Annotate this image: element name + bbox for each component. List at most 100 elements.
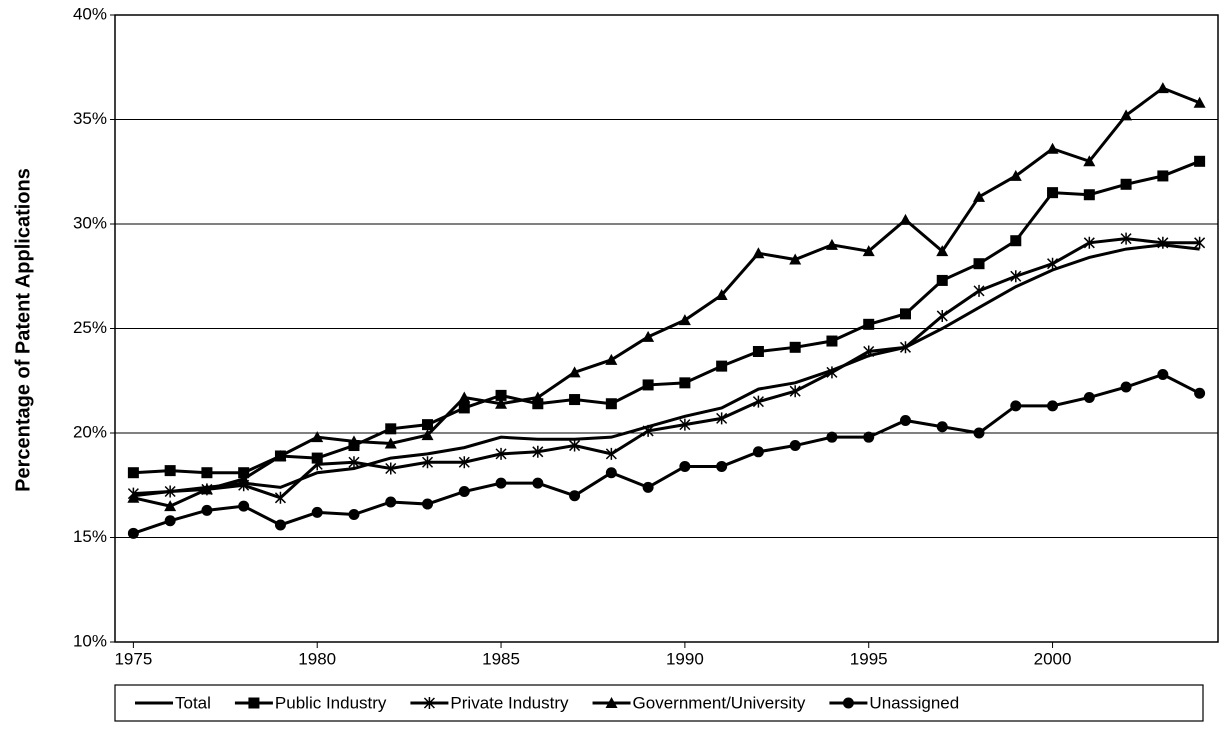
- marker: [679, 377, 691, 389]
- marker: [1120, 109, 1133, 121]
- marker: [826, 335, 838, 347]
- marker: [495, 397, 508, 409]
- y-tick-label: 15%: [73, 527, 107, 546]
- marker: [752, 446, 764, 458]
- y-tick-label: 10%: [73, 631, 107, 650]
- marker: [936, 274, 948, 286]
- marker: [716, 412, 728, 425]
- marker: [716, 460, 728, 472]
- marker: [568, 366, 581, 378]
- marker: [311, 458, 323, 471]
- x-tick-label: 1990: [666, 649, 704, 668]
- y-tick-label: 25%: [73, 318, 107, 337]
- legend-label: Government/University: [633, 693, 806, 712]
- marker: [679, 460, 691, 472]
- series-line: [133, 86, 1201, 508]
- marker: [238, 467, 250, 479]
- marker: [825, 238, 838, 250]
- marker: [605, 447, 617, 460]
- marker: [311, 431, 324, 443]
- legend-marker: [423, 697, 435, 709]
- marker: [1009, 169, 1022, 181]
- marker: [973, 258, 985, 270]
- marker: [826, 431, 838, 443]
- marker: [789, 341, 801, 353]
- marker: [1120, 381, 1132, 393]
- marker: [127, 491, 140, 503]
- marker: [458, 486, 470, 498]
- marker: [642, 481, 654, 493]
- marker: [348, 456, 360, 469]
- x-tick-label: 1975: [114, 649, 152, 668]
- marker: [532, 445, 544, 458]
- marker: [1083, 189, 1095, 201]
- marker: [237, 472, 250, 484]
- marker: [1047, 257, 1059, 270]
- marker: [1194, 236, 1206, 249]
- marker: [826, 366, 838, 379]
- marker: [752, 395, 764, 408]
- marker: [1047, 400, 1059, 412]
- marker: [716, 360, 728, 372]
- marker: [715, 289, 728, 301]
- marker: [936, 309, 948, 322]
- marker: [532, 398, 544, 410]
- marker: [752, 247, 765, 259]
- legend-label: Private Industry: [450, 693, 569, 712]
- marker: [127, 527, 139, 539]
- marker: [605, 467, 617, 479]
- marker: [679, 418, 691, 431]
- legend-label: Public Industry: [275, 693, 387, 712]
- marker: [1083, 391, 1095, 403]
- marker: [605, 398, 617, 410]
- marker: [899, 414, 911, 426]
- marker: [274, 519, 286, 531]
- marker: [973, 190, 986, 202]
- marker: [127, 467, 139, 479]
- marker: [385, 462, 397, 475]
- marker: [458, 391, 471, 403]
- marker: [863, 318, 875, 330]
- marker: [1120, 232, 1132, 245]
- marker: [789, 253, 802, 265]
- legend-marker: [842, 697, 854, 709]
- marker: [421, 429, 434, 441]
- legend-label: Unassigned: [869, 693, 959, 712]
- y-tick-label: 20%: [73, 422, 107, 441]
- marker: [899, 308, 911, 320]
- y-tick-label: 40%: [73, 4, 107, 23]
- marker: [164, 465, 176, 477]
- marker: [164, 515, 176, 527]
- marker: [642, 379, 654, 391]
- marker: [164, 485, 176, 498]
- marker: [201, 467, 213, 479]
- y-tick-label: 35%: [73, 109, 107, 128]
- marker: [164, 500, 177, 512]
- x-tick-label: 2000: [1034, 649, 1072, 668]
- x-tick-label: 1985: [482, 649, 520, 668]
- marker: [495, 447, 507, 460]
- marker: [642, 424, 654, 437]
- marker: [605, 353, 618, 365]
- series-line: [133, 237, 1200, 500]
- legend-marker: [248, 697, 260, 709]
- marker: [348, 509, 360, 521]
- marker: [1193, 96, 1206, 108]
- marker: [1083, 236, 1095, 249]
- marker: [458, 402, 470, 414]
- marker: [789, 440, 801, 452]
- marker: [274, 449, 287, 461]
- y-tick-label: 30%: [73, 213, 107, 232]
- legend-marker: [605, 697, 618, 708]
- legend-box: [114, 684, 1204, 722]
- marker: [899, 213, 912, 225]
- marker: [973, 284, 985, 297]
- marker: [384, 437, 397, 449]
- marker: [569, 394, 581, 406]
- legend-label: Total: [175, 693, 211, 712]
- marker: [311, 452, 323, 464]
- marker: [1083, 155, 1096, 167]
- x-tick-label: 1995: [850, 649, 888, 668]
- marker: [495, 389, 507, 401]
